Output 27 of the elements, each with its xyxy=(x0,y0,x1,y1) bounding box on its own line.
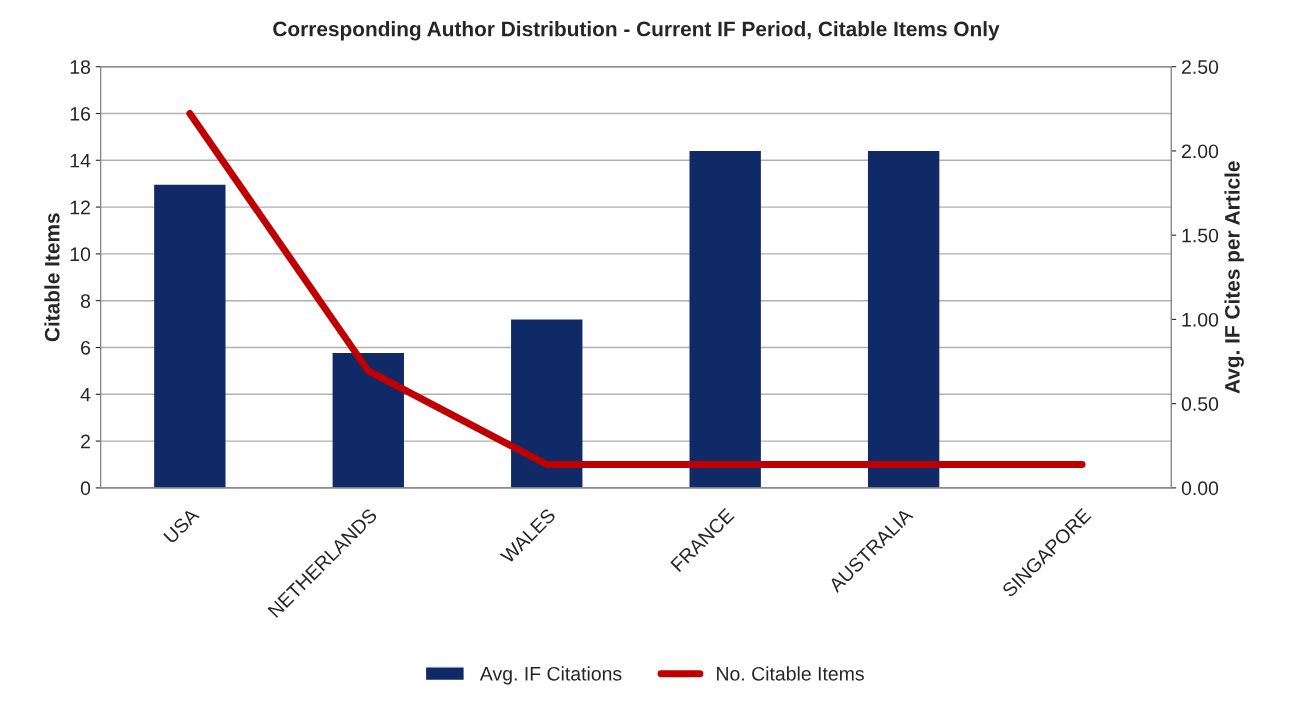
y-tick-label: 6 xyxy=(81,340,91,355)
y2-tick-label: 0.00 xyxy=(1181,481,1219,496)
y-tick-label: 0 xyxy=(80,481,91,496)
chart-title: Corresponding Author Distribution - Current IF Period, Citable Items Only xyxy=(273,21,1000,41)
bar xyxy=(867,150,940,488)
y-tick-label: 18 xyxy=(70,60,91,74)
y2-tick-label: 2.00 xyxy=(1182,144,1219,159)
bar xyxy=(689,150,761,488)
y2-axis-title: Avg. IF Cites per Article xyxy=(1224,161,1244,394)
y-tick-label: 12 xyxy=(70,200,90,215)
y-tick-label: 2 xyxy=(81,434,90,449)
y-tick-label: 10 xyxy=(70,247,91,262)
legend-label: No. Citable Items xyxy=(717,666,864,681)
legend-label: Avg. IF Citations xyxy=(479,666,622,685)
y2-tick-label: 2.50 xyxy=(1182,60,1219,74)
x-tick-label: USA xyxy=(163,507,200,544)
bar xyxy=(332,353,404,488)
y2-tick-label: 0.50 xyxy=(1181,397,1219,411)
bar xyxy=(511,319,583,488)
y-tick-label: 16 xyxy=(70,106,91,121)
y-tick-label: 8 xyxy=(80,294,91,308)
y2-tick-label: 1.00 xyxy=(1182,312,1219,327)
y-tick-label: 14 xyxy=(70,153,91,168)
y-tick-label: 4 xyxy=(80,387,91,402)
y2-tick-label: 1.50 xyxy=(1182,228,1219,243)
bar xyxy=(154,184,226,488)
y-axis-title: Citable Items xyxy=(44,213,60,342)
